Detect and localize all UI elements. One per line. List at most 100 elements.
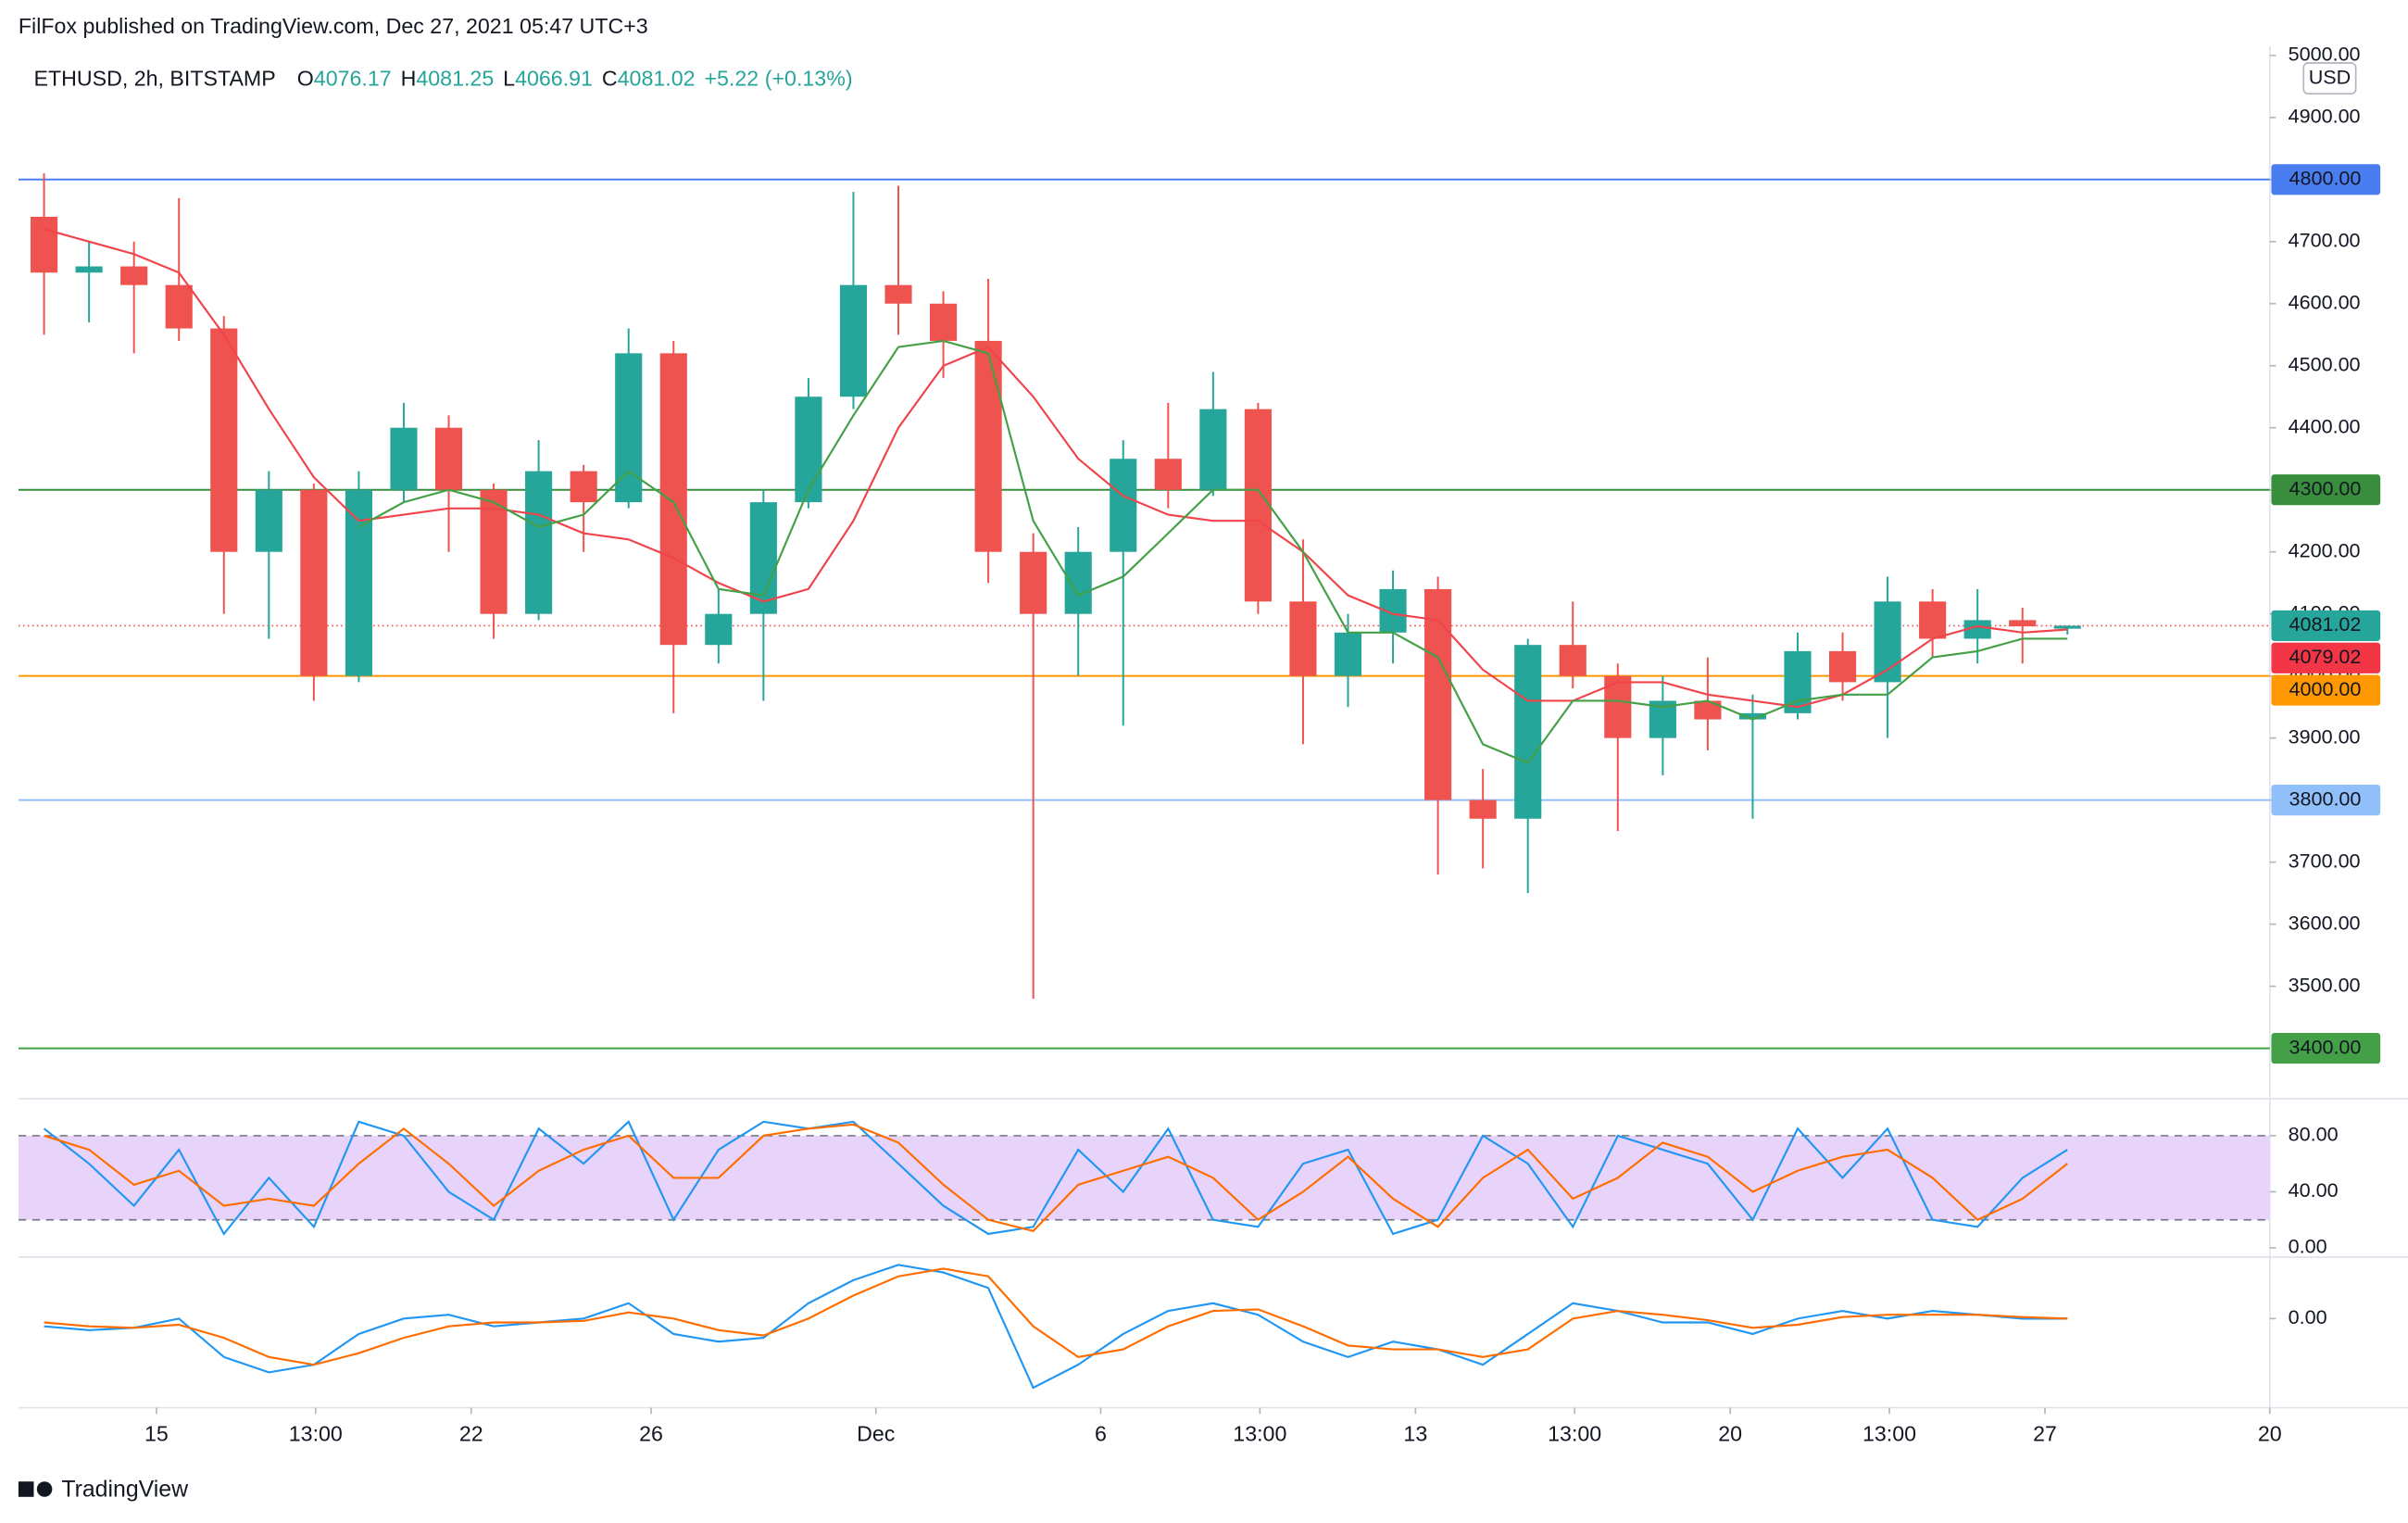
axis-price-text: 3800.00 bbox=[2289, 787, 2362, 810]
ohlc-key: H bbox=[401, 66, 417, 90]
candle-body bbox=[525, 471, 553, 614]
series-line bbox=[357, 339, 2068, 764]
axis-price-text: 4300.00 bbox=[2289, 476, 2362, 499]
x-tick-label: 22 bbox=[459, 1422, 483, 1446]
x-tick-label: Dec bbox=[857, 1422, 895, 1446]
series-line bbox=[44, 228, 2068, 709]
x-tick-label: 27 bbox=[2033, 1422, 2057, 1446]
currency-box bbox=[2302, 62, 2357, 95]
axis-price-label bbox=[2271, 642, 2381, 673]
candle-body bbox=[1020, 551, 1047, 614]
candle-body bbox=[1154, 459, 1182, 490]
y-tick-label: 4200.00 bbox=[2289, 538, 2361, 561]
pane bbox=[44, 1264, 2068, 1390]
candle-body bbox=[434, 427, 463, 490]
candle-body bbox=[2053, 625, 2081, 629]
candle-body bbox=[1559, 645, 1587, 676]
ohlc-value: 4076.17 bbox=[314, 66, 392, 90]
candle-body bbox=[1199, 409, 1227, 490]
ohlc-value: 4081.25 bbox=[416, 66, 494, 90]
symbol: ETHUSD, 2h, BITSTAMP bbox=[33, 66, 275, 90]
candle-body bbox=[1469, 799, 1497, 819]
series-line bbox=[43, 1120, 2068, 1236]
axis-price-text: 4081.02 bbox=[2289, 612, 2362, 636]
y-tick-label: 4900.00 bbox=[2289, 104, 2361, 127]
candle-body bbox=[1289, 601, 1317, 676]
candle-body bbox=[659, 353, 687, 646]
x-tick-label: 26 bbox=[639, 1422, 663, 1446]
ohlc-value: 4081.02 bbox=[618, 66, 696, 90]
candle-body bbox=[2009, 620, 2037, 627]
candle-body bbox=[1694, 700, 1722, 720]
y-tick-label: 40.00 bbox=[2289, 1178, 2339, 1202]
brand-logo bbox=[18, 1481, 34, 1497]
series-line bbox=[44, 1123, 2068, 1232]
candle-body bbox=[1064, 551, 1092, 614]
candle-body bbox=[1424, 588, 1452, 800]
brand-logo bbox=[36, 1481, 53, 1497]
x-tick-label: 13:00 bbox=[1548, 1422, 1601, 1446]
axis-price-label bbox=[2271, 474, 2381, 506]
axis-price-text: 4079.02 bbox=[2289, 645, 2362, 668]
candle-body bbox=[1110, 459, 1137, 552]
candle-body bbox=[120, 266, 148, 285]
x-tick-label: 13:00 bbox=[289, 1422, 343, 1446]
y-tick-label: 5000.00 bbox=[2289, 42, 2361, 65]
candle-body bbox=[570, 471, 597, 503]
x-tick-label: 13 bbox=[1403, 1422, 1427, 1446]
axis-price-label bbox=[2271, 674, 2381, 706]
candle-body bbox=[1514, 645, 1542, 819]
published-note: FilFox published on TradingView.com, Dec… bbox=[19, 14, 648, 38]
candle-body bbox=[1244, 409, 1272, 602]
y-tick-label: 3600.00 bbox=[2289, 911, 2361, 934]
x-tick-label: 13:00 bbox=[1233, 1422, 1286, 1446]
candle-body bbox=[929, 303, 958, 341]
y-tick-label: 4400.00 bbox=[2289, 414, 2361, 437]
candle-body bbox=[390, 427, 418, 490]
y-tick-label: 0.00 bbox=[2289, 1235, 2327, 1258]
candle-body bbox=[705, 613, 733, 646]
candle-body bbox=[165, 284, 193, 329]
candle-body bbox=[1919, 601, 1947, 639]
y-tick-label: 3900.00 bbox=[2289, 724, 2361, 748]
candle-body bbox=[1828, 650, 1857, 683]
axis-price-label bbox=[2271, 1032, 2381, 1064]
legend: ETHUSD, 2h, BITSTAMP O4076.17 H4081.25 L40… bbox=[33, 66, 852, 90]
x-tick-label: 20 bbox=[1718, 1422, 1742, 1446]
axis-price-label bbox=[2271, 164, 2381, 195]
ohlc-value: 4066.91 bbox=[515, 66, 593, 90]
axis-price-text: 4800.00 bbox=[2289, 166, 2362, 189]
candle-body bbox=[255, 489, 282, 552]
candle-body bbox=[31, 216, 58, 273]
x-tick-label: 15 bbox=[144, 1422, 169, 1446]
candle-body bbox=[1784, 650, 1812, 713]
y-tick-label: 0.00 bbox=[2289, 1305, 2327, 1328]
ohlc-key: C bbox=[602, 66, 618, 90]
axis-price-text: 4000.00 bbox=[2289, 677, 2362, 700]
y-tick-label: 4700.00 bbox=[2289, 228, 2361, 251]
currency: USD bbox=[2309, 65, 2351, 88]
candle-body bbox=[210, 328, 238, 552]
candle-body bbox=[884, 284, 912, 304]
series-line bbox=[44, 1264, 2068, 1390]
x-tick-label: 20 bbox=[2258, 1422, 2282, 1446]
candle-body bbox=[75, 266, 103, 273]
candle-body bbox=[795, 396, 822, 503]
axis-price-label bbox=[2271, 785, 2381, 816]
axis-price-label bbox=[2271, 610, 2381, 641]
band bbox=[18, 1135, 2270, 1220]
candle-body bbox=[1738, 712, 1767, 720]
candle-body bbox=[839, 284, 868, 397]
candle-body bbox=[300, 489, 328, 676]
ohlc-key: O bbox=[297, 66, 314, 90]
pane bbox=[18, 1120, 2270, 1236]
candle-body bbox=[974, 340, 1002, 552]
x-tick-label: 6 bbox=[1095, 1422, 1107, 1446]
candle-body bbox=[1963, 620, 1991, 639]
y-tick-label: 4500.00 bbox=[2289, 352, 2361, 375]
brand: TradingView bbox=[18, 1477, 189, 1503]
y-tick-label: 4600.00 bbox=[2289, 290, 2361, 313]
